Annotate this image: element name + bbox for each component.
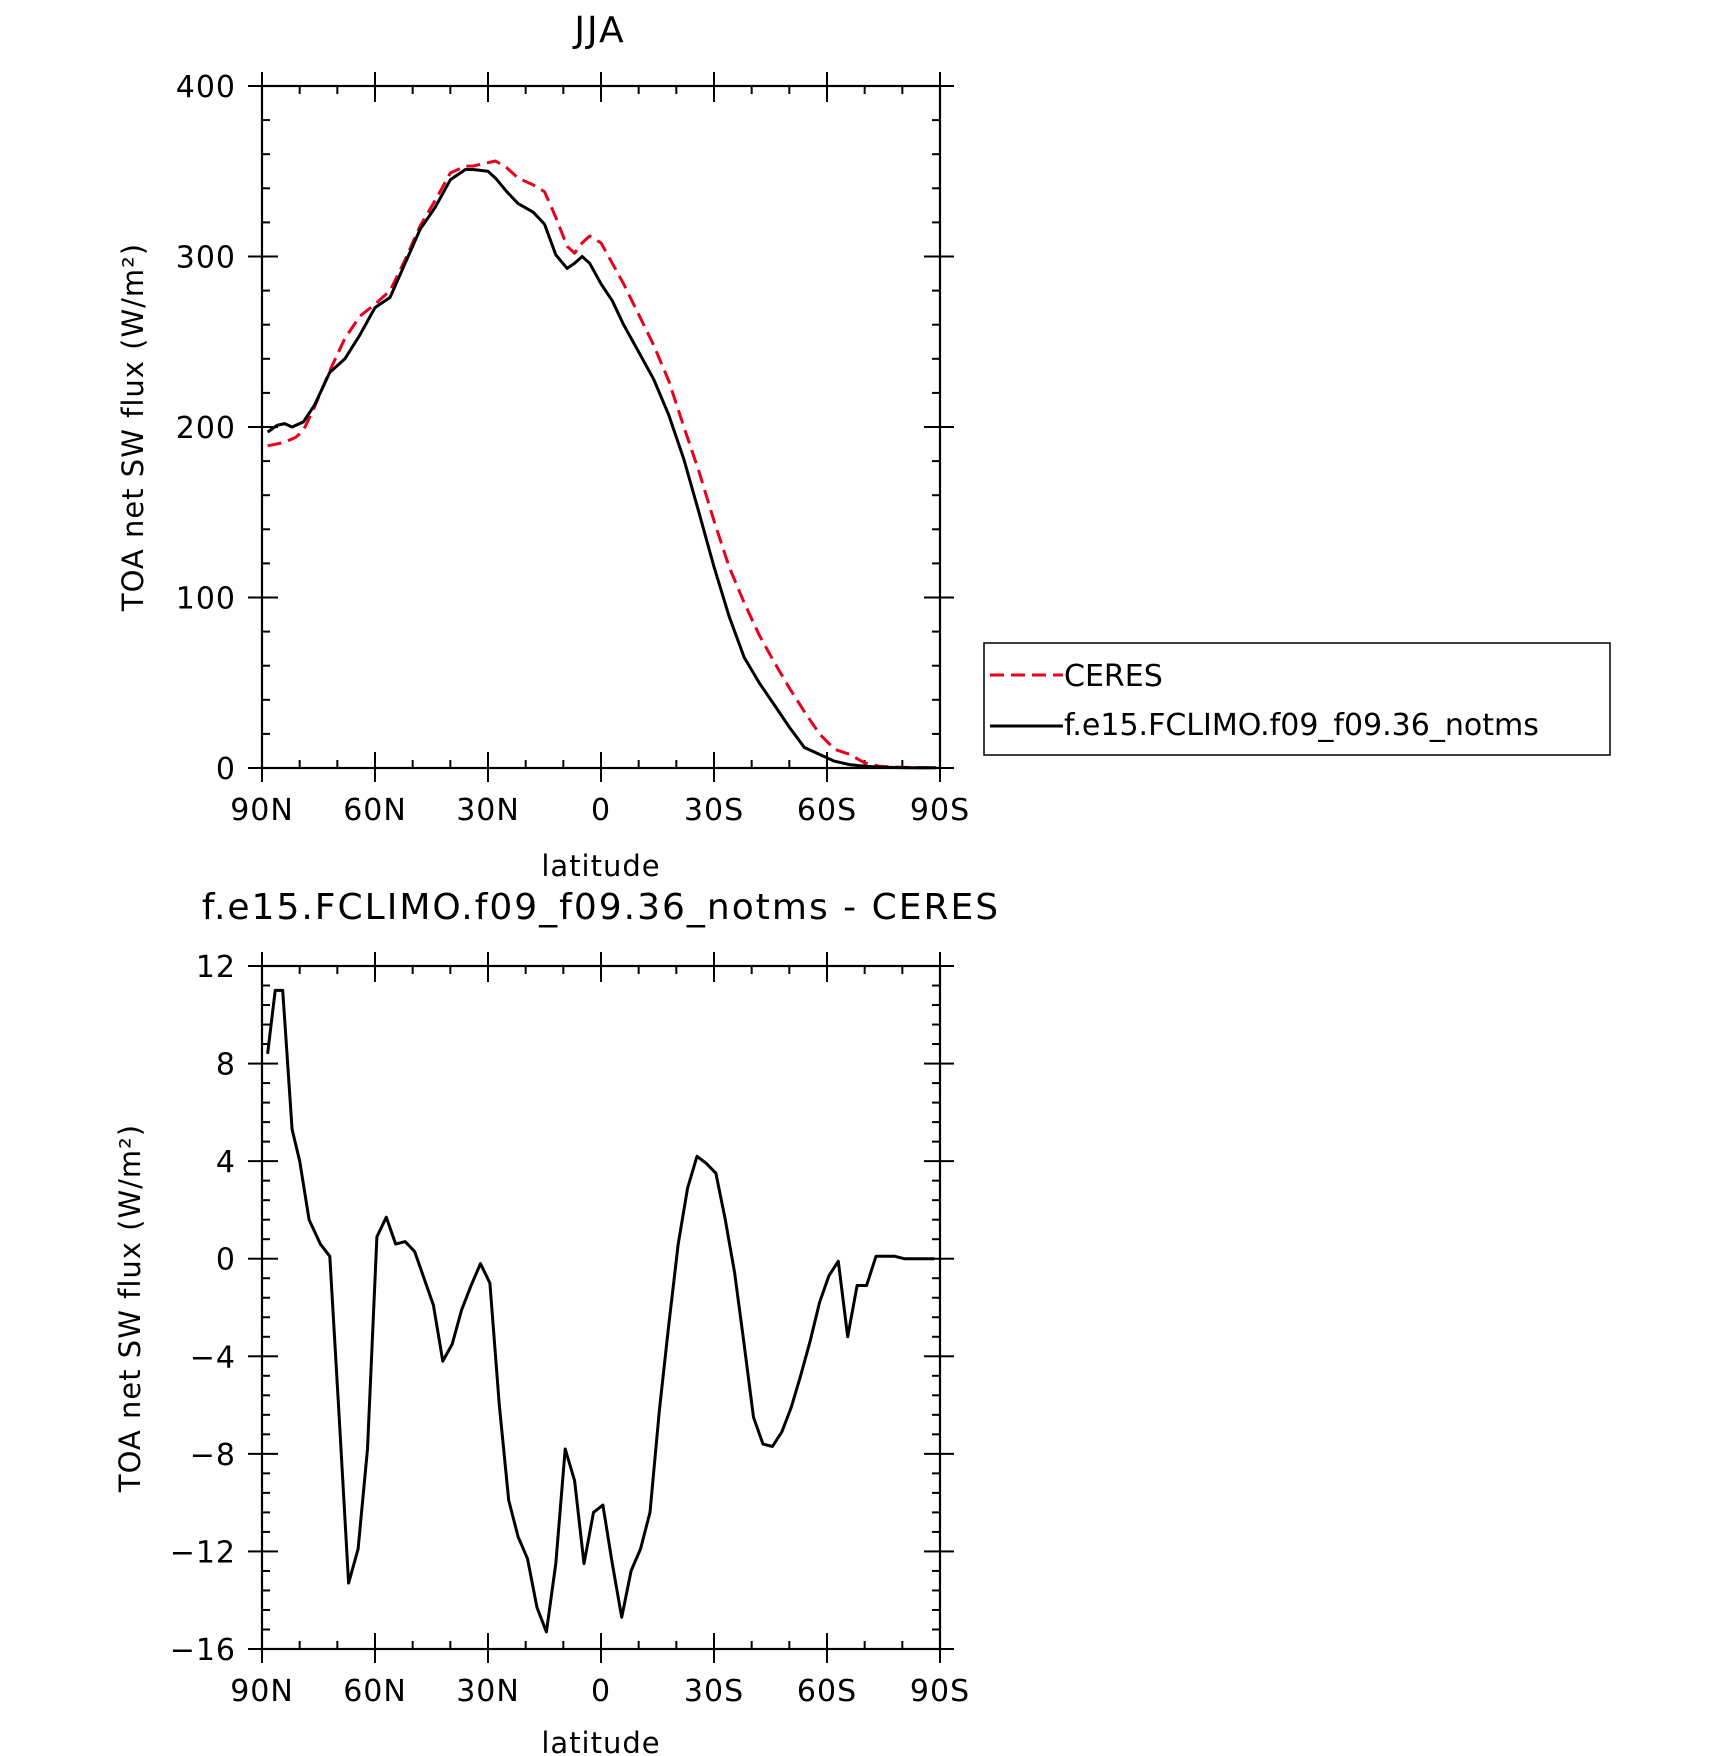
top-x-tick-label: 60N bbox=[343, 793, 407, 828]
top-panel: JJA 90N 60N 30N 0 30S 60S 90S 0 100 200 300 400 lat… bbox=[116, 10, 970, 883]
bottom-series-line-difference bbox=[266, 988, 935, 1634]
bottom-y-tick-label: −4 bbox=[190, 1340, 236, 1375]
bottom-y-tick-label: −8 bbox=[190, 1438, 236, 1473]
bottom-x-tick-label: 90S bbox=[910, 1674, 970, 1709]
bottom-x-tick-label: 60N bbox=[343, 1674, 407, 1709]
top-y-axis-label: TOA net SW flux (W/m²) bbox=[116, 243, 150, 612]
bottom-x-tick-label: 30N bbox=[456, 1674, 520, 1709]
bottom-y-tick-label: 12 bbox=[196, 950, 236, 985]
bottom-y-tick-label: −12 bbox=[170, 1535, 236, 1570]
top-x-tick-label: 90S bbox=[910, 793, 970, 828]
bottom-y-tick-label: 4 bbox=[216, 1145, 236, 1180]
bottom-x-axis-label: latitude bbox=[541, 1726, 660, 1756]
top-y-tick-label: 0 bbox=[216, 752, 236, 787]
bottom-plot-frame bbox=[260, 964, 942, 1651]
legend: CERES f.e15.FCLIMO.f09_f09.36_notms bbox=[983, 642, 1611, 756]
top-title: JJA bbox=[572, 10, 625, 51]
top-series-group bbox=[266, 159, 937, 770]
bottom-title: f.e15.FCLIMO.f09_f09.36_notms - CERES bbox=[202, 887, 1000, 928]
bottom-x-tick-label: 30S bbox=[684, 1674, 744, 1709]
top-x-tick-label: 30S bbox=[684, 793, 744, 828]
bottom-x-tick-label: 60S bbox=[797, 1674, 857, 1709]
bottom-x-tick-label: 90N bbox=[230, 1674, 294, 1709]
bottom-y-tick-label: −16 bbox=[170, 1633, 236, 1668]
top-x-tick-label: 0 bbox=[591, 793, 611, 828]
top-x-tick-label: 90N bbox=[230, 793, 294, 828]
bottom-series-group bbox=[266, 988, 935, 1634]
bottom-y-tick-label: 0 bbox=[216, 1243, 236, 1278]
top-x-tick-label: 30N bbox=[456, 793, 520, 828]
top-y-tick-label: 300 bbox=[176, 241, 236, 276]
bottom-y-tick-label: 8 bbox=[216, 1048, 236, 1083]
legend-box bbox=[983, 642, 1611, 756]
top-y-tick-label: 400 bbox=[176, 70, 236, 105]
bottom-y-axis-label: TOA net SW flux (W/m²) bbox=[113, 1124, 147, 1493]
top-y-tick-label: 100 bbox=[176, 582, 236, 617]
top-series-line-ceres bbox=[267, 159, 937, 770]
top-x-axis-label: latitude bbox=[541, 849, 660, 883]
top-plot-frame bbox=[260, 84, 942, 770]
legend-label-ceres: CERES bbox=[1064, 659, 1163, 694]
legend-label-model: f.e15.FCLIMO.f09_f09.36_notms bbox=[1064, 708, 1539, 743]
bottom-axes: 90N 60N 30N 0 30S 60S 90S −16 −12 −8 −4 0 4 8 12 bbox=[170, 950, 970, 1709]
bottom-panel: f.e15.FCLIMO.f09_f09.36_notms - CERES 90… bbox=[113, 887, 1000, 1756]
bottom-x-tick-label: 0 bbox=[591, 1674, 611, 1709]
top-series-line-f-e15-fclimo-f09-f09-36-notms bbox=[266, 168, 937, 770]
top-axes: 90N 60N 30N 0 30S 60S 90S 0 100 200 300 400 bbox=[176, 70, 970, 828]
top-y-tick-label: 200 bbox=[176, 411, 236, 446]
top-x-tick-label: 60S bbox=[797, 793, 857, 828]
